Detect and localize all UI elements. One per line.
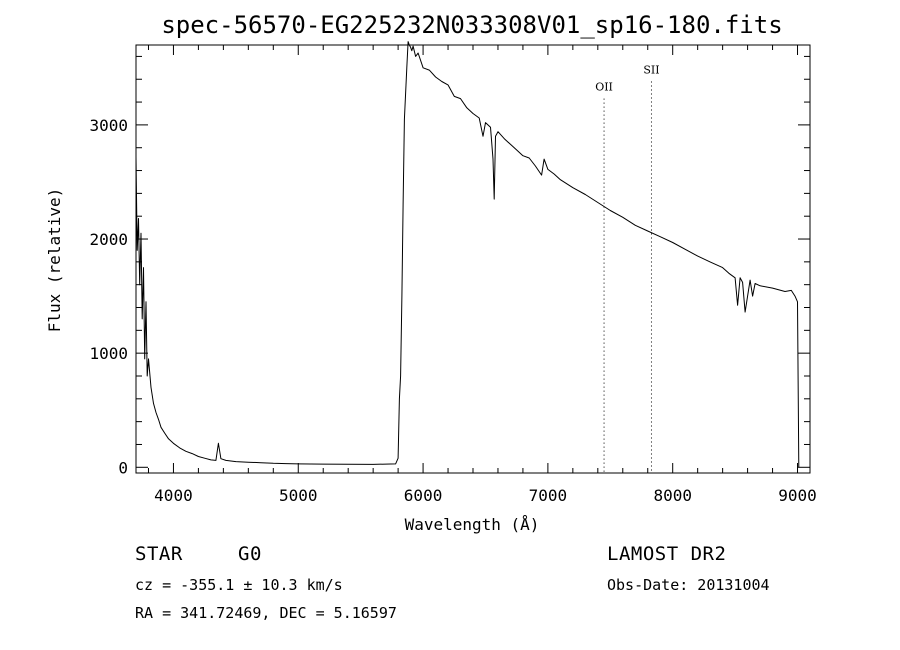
axis-ticks	[136, 45, 810, 473]
y-axis-label: Flux (relative)	[45, 188, 64, 333]
object-class: STAR	[135, 543, 183, 565]
y-tick-label: 2000	[89, 230, 128, 249]
x-tick-label: 7000	[529, 486, 568, 505]
object-subclass: G0	[238, 543, 262, 565]
observation-date: Obs-Date: 20131004	[607, 576, 770, 594]
x-tick-label: 5000	[279, 486, 318, 505]
chart-title: spec-56570-EG225232N033308V01_sp16-180.f…	[161, 11, 782, 39]
redshift-velocity: cz = -355.1 ± 10.3 km/s	[135, 576, 343, 594]
y-tick-label: 1000	[89, 344, 128, 363]
x-tick-label: 8000	[653, 486, 692, 505]
plot-frame	[135, 44, 811, 474]
line-marker-label: SII	[643, 64, 659, 77]
x-tick-label: 6000	[404, 486, 443, 505]
y-tick-label: 3000	[89, 116, 128, 135]
line-marker-label: OII	[595, 81, 613, 94]
x-axis-label: Wavelength (Å)	[405, 515, 540, 534]
tick-labels: 4000 5000 6000 7000 8000 9000 0 1000 2000 3000	[89, 116, 816, 505]
line-annotations: OII SII	[595, 64, 660, 473]
x-tick-label: 4000	[154, 486, 193, 505]
y-tick-label: 0	[118, 458, 128, 477]
ra-dec: RA = 341.72469, DEC = 5.16597	[135, 604, 397, 622]
spectrum-line	[135, 41, 800, 468]
survey-name: LAMOST DR2	[607, 543, 727, 565]
plot-area	[135, 41, 811, 474]
x-tick-label: 9000	[778, 486, 817, 505]
